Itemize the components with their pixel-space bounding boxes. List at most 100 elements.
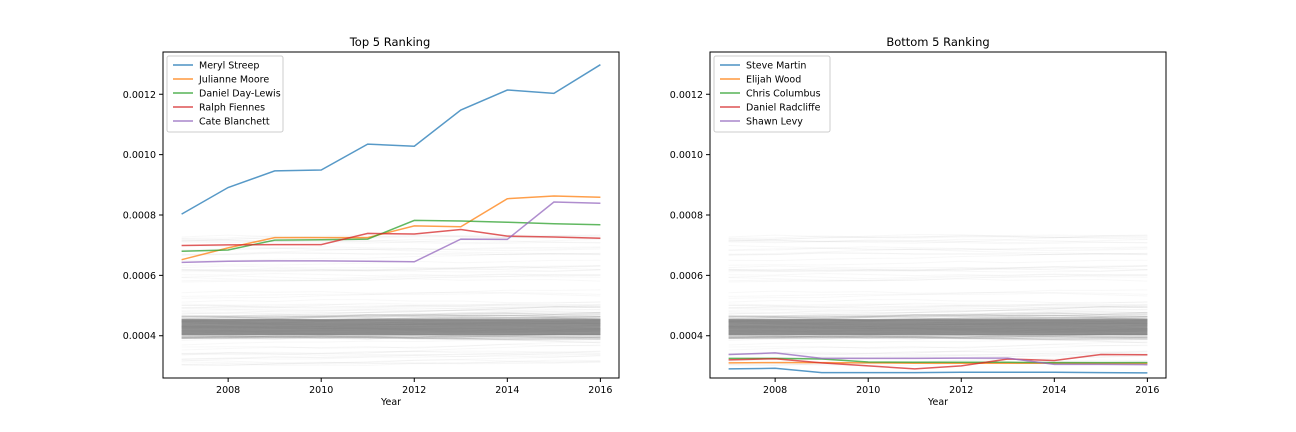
background-series-line [728, 234, 1148, 243]
background-series-line [728, 299, 1148, 304]
background-series-line [181, 335, 601, 341]
background-series-line [728, 234, 1148, 240]
background-series-line [181, 306, 601, 309]
background-series-line [181, 335, 601, 339]
plot-area [728, 234, 1148, 374]
background-series-line [181, 334, 601, 339]
background-series-line [728, 314, 1148, 319]
background-series-line [181, 247, 601, 255]
background-series-line [181, 290, 601, 295]
legend-box [713, 55, 831, 133]
background-series-line [181, 314, 601, 318]
background-series-line [728, 301, 1148, 309]
background-series-line [728, 336, 1148, 341]
background-series-line [181, 309, 601, 313]
background-series-line [728, 265, 1148, 272]
series-line-julianne-moore [181, 195, 601, 261]
background-series-line [728, 350, 1148, 354]
x-tick-label: 2016 [1135, 385, 1159, 396]
background-series-line [728, 239, 1148, 244]
background-series-line [181, 361, 601, 366]
background-series-line [181, 252, 601, 256]
y-tick-label: 0.0012 [123, 90, 156, 101]
background-series-line [728, 312, 1148, 318]
background-series-line [728, 309, 1148, 313]
background-series-line [181, 268, 601, 273]
x-tick-label: 2012 [402, 385, 426, 396]
x-tick-label: 2010 [309, 385, 333, 396]
background-series-line [728, 311, 1148, 317]
series-line-elijah-wood [728, 361, 1148, 365]
background-series-line [728, 306, 1148, 309]
y-axis: 0.0004 0.0006 0.0008 0.0010 0.0012 [670, 90, 710, 342]
background-series-line [181, 302, 601, 309]
x-axis: 2008 2010 2012 2014 2016 [763, 378, 1159, 396]
background-series-line [728, 359, 1148, 366]
background-series-line [728, 235, 1148, 242]
x-axis: 2008 2010 2012 2014 2016 [216, 378, 612, 396]
background-series-line [181, 314, 601, 319]
background-series-line [728, 247, 1148, 255]
background-series-line [728, 308, 1148, 320]
background-series-line [728, 306, 1148, 317]
background-series-line [181, 355, 601, 364]
legend-box [166, 55, 284, 133]
background-series-line [728, 246, 1148, 256]
background-series-line [728, 335, 1148, 340]
background-dense-band [728, 319, 1148, 336]
legend-label: Ralph Fiennes [199, 103, 265, 114]
background-series-line [728, 309, 1148, 315]
background-series-line [728, 313, 1148, 319]
background-series-line [181, 292, 601, 297]
background-series-line [728, 312, 1148, 319]
y-tick-label: 0.0010 [123, 150, 156, 161]
background-series-line [181, 311, 601, 317]
legend: Meryl Streep Julianne Moore Daniel Day-Lew… [166, 55, 284, 133]
background-series-line [728, 275, 1148, 282]
background-series-line [181, 306, 601, 317]
background-series-line [181, 303, 601, 309]
background-series-line [728, 336, 1148, 344]
y-tick-label: 0.0006 [670, 271, 703, 282]
background-series-line [181, 353, 601, 362]
background-series-line [181, 350, 601, 356]
background-series-line [181, 353, 601, 360]
background-series-line [728, 314, 1148, 318]
background-series-line [181, 311, 601, 318]
series-line-chris-columbus [728, 357, 1148, 364]
y-tick-label: 0.0012 [670, 90, 703, 101]
legend-label: Elijah Wood [746, 75, 801, 86]
background-series-line [728, 334, 1148, 339]
background-series-line [728, 290, 1148, 295]
background-series-line [181, 252, 601, 262]
legend-label: Chris Columbus [746, 89, 821, 100]
legend-label: Cate Blanchett [199, 117, 270, 128]
plot-area [181, 64, 601, 367]
background-series-line [728, 311, 1148, 318]
background-series-line [181, 303, 601, 307]
y-axis: 0.0004 0.0006 0.0008 0.0010 0.0012 [123, 90, 163, 342]
x-tick-label: 2014 [1042, 385, 1066, 396]
background-series-line [728, 335, 1148, 340]
background-series-line [728, 265, 1148, 269]
background-series-line [181, 336, 601, 344]
background-series-line [181, 304, 601, 312]
background-series-line [181, 334, 601, 339]
background-series-line [181, 345, 601, 356]
background-series-line [181, 308, 601, 320]
background-series-line [181, 314, 601, 323]
background-series-line [181, 336, 601, 340]
y-tick-label: 0.0004 [670, 331, 703, 342]
background-series-line [728, 335, 1148, 339]
background-series-line [728, 278, 1148, 283]
x-tick-label: 2008 [763, 385, 787, 396]
background-series-line [181, 334, 601, 340]
background-series-line [181, 275, 601, 282]
series-line-steve-martin [728, 367, 1148, 374]
background-series-line [181, 306, 601, 315]
background-series-line [728, 353, 1148, 360]
x-axis-label: Year [927, 397, 948, 408]
background-series-line [181, 359, 601, 366]
series-line-ralph-fiennes [181, 228, 601, 247]
